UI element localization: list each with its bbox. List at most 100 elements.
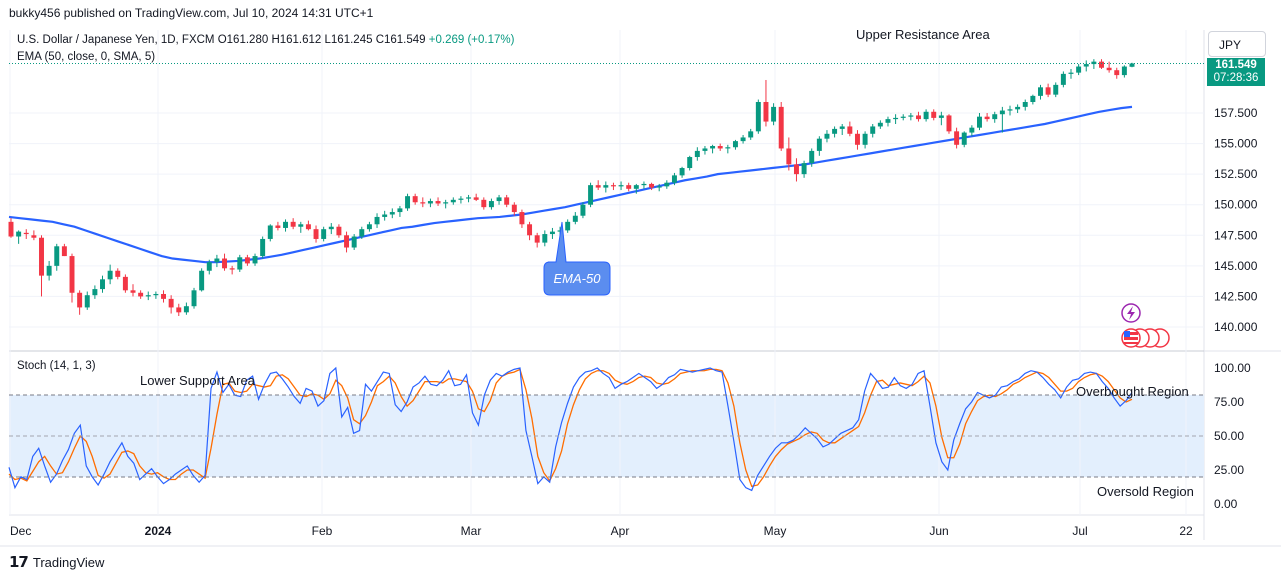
- candle-body: [732, 141, 738, 148]
- candle-body: [664, 182, 670, 187]
- time-tick-label: 2024: [145, 524, 172, 538]
- footer-brand-label: TradingView: [32, 554, 105, 570]
- candle-body: [999, 110, 1005, 115]
- candle-body: [755, 101, 761, 132]
- ema-callout[interactable]: EMA-50: [543, 221, 611, 296]
- candle-body: [702, 148, 708, 151]
- candle: [473, 193, 479, 202]
- candle-body: [992, 114, 998, 120]
- candle: [183, 302, 189, 315]
- candle: [961, 131, 967, 148]
- candle-body: [610, 185, 616, 187]
- candle: [321, 226, 327, 242]
- candle-body: [8, 221, 14, 237]
- candle-body: [450, 199, 456, 203]
- candle-body: [481, 199, 487, 208]
- candle-body: [107, 270, 113, 280]
- candle: [488, 198, 494, 210]
- lower-support-label: Lower Support Area: [140, 373, 256, 388]
- candle-body: [710, 146, 716, 149]
- candle: [923, 109, 929, 122]
- candle-body: [694, 150, 700, 158]
- candle-body: [443, 202, 449, 204]
- ema-legend[interactable]: EMA (50, close, 0, SMA, 5): [17, 51, 156, 63]
- candle: [740, 135, 746, 144]
- candle-body: [557, 230, 563, 232]
- lightning-icon[interactable]: [1121, 303, 1141, 323]
- candle: [732, 139, 738, 150]
- candle-body: [801, 163, 807, 175]
- candle-body: [809, 150, 815, 164]
- candle: [450, 197, 456, 205]
- candle-body: [344, 235, 350, 248]
- candle-body: [336, 226, 342, 236]
- candle: [336, 224, 342, 238]
- candle: [862, 131, 868, 149]
- candle-body: [885, 119, 891, 123]
- stoch-tick-label: 25.00: [1214, 463, 1244, 477]
- candle-body: [237, 257, 243, 270]
- candle-body: [1038, 87, 1043, 96]
- low-value: L161.245: [324, 34, 373, 46]
- us-flag-events-icon[interactable]: [1121, 328, 1170, 348]
- candle: [115, 268, 121, 280]
- candle-body: [1022, 101, 1028, 107]
- candle-body: [908, 115, 914, 117]
- candle: [801, 160, 807, 178]
- candle-body: [1121, 66, 1127, 76]
- candle: [16, 230, 22, 244]
- price-tag-countdown: 07:28:36: [1213, 72, 1259, 84]
- candle-body: [199, 270, 205, 291]
- candle: [1007, 105, 1013, 116]
- candle-body: [915, 115, 921, 120]
- candle-body: [46, 265, 52, 276]
- candle: [61, 243, 67, 257]
- candle-body: [412, 196, 418, 203]
- candle-body: [1106, 67, 1112, 71]
- candle-body: [351, 236, 357, 248]
- candle-body: [61, 246, 67, 257]
- candle-body: [389, 212, 395, 215]
- candle: [542, 230, 548, 247]
- candle-body: [16, 231, 22, 237]
- currency-selector[interactable]: JPY: [1208, 31, 1266, 57]
- candle-body: [397, 208, 403, 213]
- candle: [206, 259, 212, 275]
- candle-body: [527, 224, 533, 236]
- tradingview-logo-icon: 𝟭𝟳: [9, 554, 29, 571]
- candle: [229, 265, 235, 275]
- candle-body: [496, 197, 502, 202]
- candle: [69, 253, 75, 303]
- candle: [92, 285, 98, 299]
- candle: [649, 182, 655, 191]
- candle-body: [954, 131, 960, 145]
- candle-body: [717, 146, 723, 149]
- candle: [458, 196, 464, 204]
- candle-body: [1099, 61, 1104, 68]
- candle: [847, 121, 853, 137]
- candle: [938, 111, 944, 126]
- candle-body: [725, 147, 731, 149]
- overbought-label: Overbought Region: [1076, 384, 1189, 399]
- candle: [572, 212, 578, 225]
- price-tick-label: 155.000: [1214, 137, 1258, 151]
- candle-body: [130, 290, 136, 293]
- candle-body: [267, 225, 273, 239]
- symbol-legend[interactable]: U.S. Dollar / Japanese Yen, 1D, FXCM O16…: [17, 34, 514, 46]
- candle-body: [427, 201, 433, 204]
- candle-body: [54, 246, 60, 266]
- candle: [176, 303, 182, 316]
- candle: [1030, 94, 1036, 105]
- stoch-legend[interactable]: Stoch (14, 1, 3): [17, 360, 96, 372]
- candle-body: [206, 262, 212, 271]
- candle-body: [1083, 64, 1089, 67]
- candle-body: [366, 224, 372, 230]
- footer-brand[interactable]: 𝟭𝟳 TradingView: [9, 553, 104, 571]
- candle: [511, 202, 517, 216]
- candle: [618, 181, 624, 191]
- candle-body: [687, 157, 693, 169]
- oversold-label: Oversold Region: [1097, 484, 1194, 499]
- stoch-tick-label: 75.00: [1214, 395, 1244, 409]
- high-value: H161.612: [271, 34, 322, 46]
